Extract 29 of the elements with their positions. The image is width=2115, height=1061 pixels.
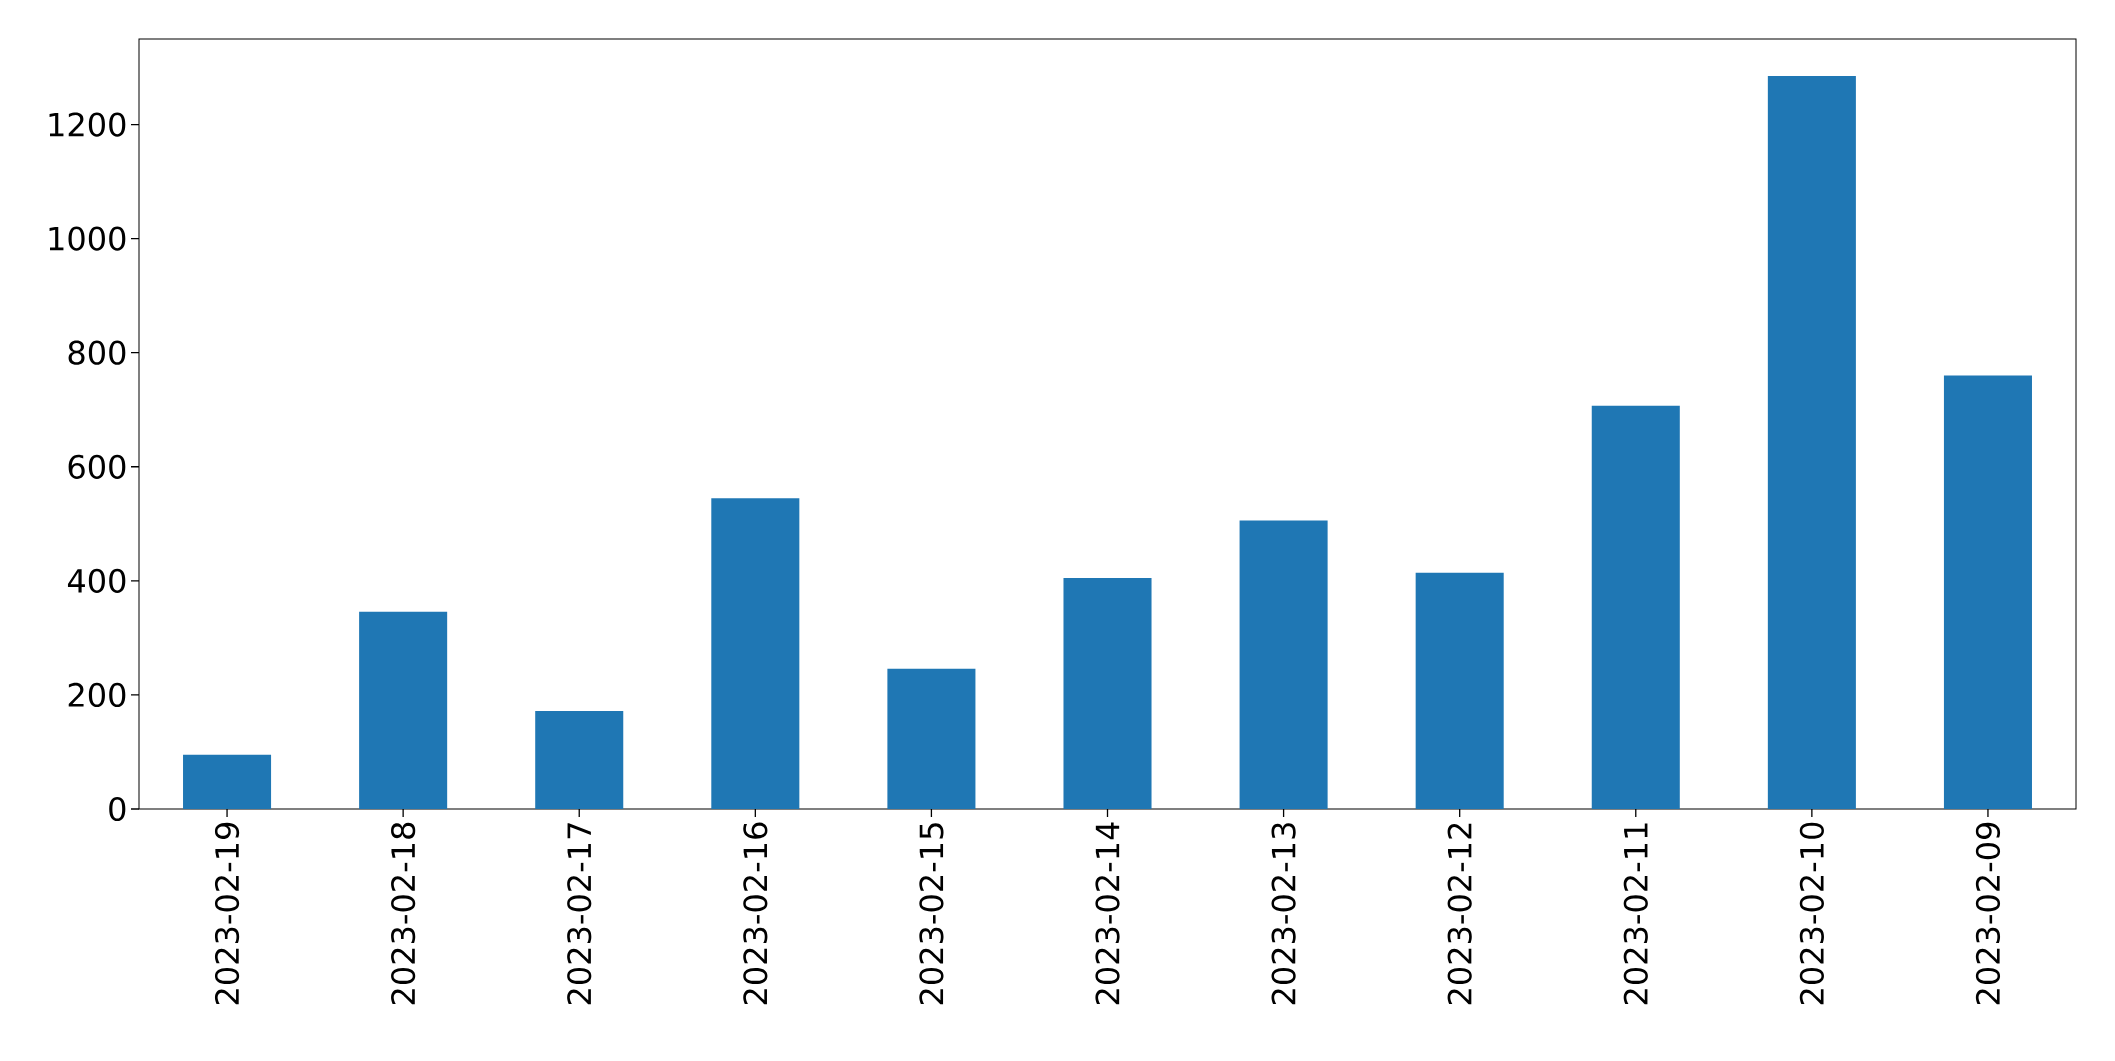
x-tick-label: 2023-02-14	[1095, 822, 1120, 1005]
bar	[1063, 578, 1152, 809]
y-tick-label: 600	[68, 454, 126, 479]
x-tick-label: 2023-02-18	[391, 822, 416, 1005]
bar	[1415, 572, 1504, 809]
y-tick-label: 200	[68, 682, 126, 708]
x-tick-label: 2023-02-16	[743, 822, 768, 1005]
x-tick-label: 2023-02-11	[1623, 823, 1648, 1005]
y-tick-label: 1000	[49, 226, 126, 251]
bar	[711, 498, 800, 809]
x-tick-label: 2023-02-15	[919, 823, 944, 1005]
bar	[1767, 76, 1856, 809]
y-tick-label: 1200	[49, 112, 126, 137]
bar	[183, 754, 272, 809]
bar	[359, 611, 448, 809]
y-tick-label: 0	[109, 796, 126, 822]
x-tick-label: 2023-02-13	[1271, 823, 1296, 1005]
bar	[1591, 405, 1680, 809]
x-tick-label: 2023-02-19	[214, 822, 240, 1005]
x-tick-label: 2023-02-09	[1975, 822, 2001, 1005]
bar	[887, 668, 976, 809]
x-tick-label: 2023-02-10	[1799, 822, 1824, 1005]
x-tick-label: 2023-02-17	[567, 823, 592, 1005]
y-tick-label: 800	[68, 340, 126, 365]
bar	[535, 710, 624, 809]
bar	[1239, 520, 1328, 809]
y-tick-label: 400	[67, 568, 126, 593]
bar	[1943, 375, 2032, 809]
x-tick-label: 2023-02-12	[1447, 823, 1472, 1005]
